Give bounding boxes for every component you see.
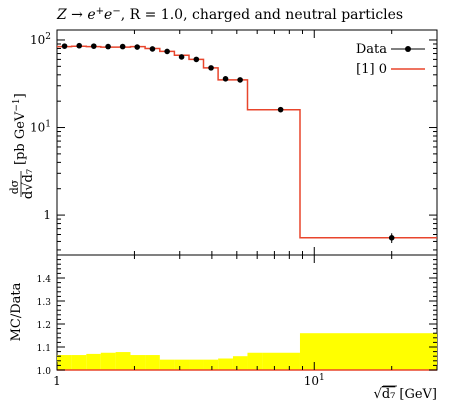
data-point [164, 48, 170, 55]
ratio-band-bin [159, 359, 175, 370]
ratio-band-bin [71, 355, 87, 370]
ratio-band-bin [189, 359, 204, 370]
data-point [193, 56, 200, 63]
legend-data-marker [405, 46, 411, 52]
data-point [222, 76, 229, 82]
main-y-label: dσ d√d₇ [pb GeV−1] [8, 93, 36, 199]
svg-text:d√d₇: d√d₇ [21, 169, 36, 199]
x-tick-label: 1 [53, 374, 61, 388]
ratio-plot-marks [57, 333, 437, 371]
ratio-band-bin [115, 352, 131, 370]
svg-text:[pb GeV−1]: [pb GeV−1] [12, 93, 28, 165]
data-point [149, 46, 156, 52]
ratio-plot-ticks: 1 101 1.0 1.1 1.2 1.3 1.4 [37, 254, 438, 388]
data-point [105, 43, 111, 50]
legend-mc-label: [1] 0 [356, 62, 387, 77]
data-point [134, 44, 141, 50]
data-point [388, 235, 395, 241]
ratio-band-bin [247, 352, 263, 370]
legend-data-label: Data [356, 42, 387, 57]
data-point [61, 43, 68, 49]
ratio-band-bin [86, 353, 101, 370]
ratio-band-bin [145, 355, 160, 370]
y-tick-label: 102 [30, 32, 51, 47]
x-tick-label: 101 [304, 373, 325, 388]
ratio-y-tick-label: 1.4 [37, 275, 52, 285]
main-plot-ticks: 1 101 102 [30, 30, 438, 255]
x-axis-label: √d₇ [GeV] [374, 387, 437, 402]
main-plot-marks [57, 42, 437, 243]
ratio-y-tick-label: 1.0 [37, 367, 52, 377]
legend: Data [1] 0 [356, 42, 425, 77]
data-point [178, 54, 185, 60]
data-point [208, 65, 214, 71]
svg-text:dσ: dσ [8, 179, 21, 194]
ratio-band-bin [218, 358, 233, 370]
ratio-band-bin [262, 352, 300, 370]
data-point [277, 106, 284, 113]
ratio-y-tick-label: 1.1 [37, 344, 51, 354]
ratio-band-bin [100, 352, 116, 370]
y-tick-label: 101 [30, 120, 51, 135]
ratio-band-bin [299, 333, 437, 370]
ratio-band-bin [232, 356, 248, 370]
ratio-band-bin [174, 359, 190, 370]
ratio-band-bin [203, 359, 219, 370]
data-point [90, 43, 97, 49]
ratio-y-tick-label: 1.2 [37, 321, 51, 331]
ratio-band-bin [130, 355, 146, 370]
data-point [119, 43, 126, 50]
ratio-y-label: MC/Data [9, 282, 24, 341]
data-point [76, 42, 83, 49]
ratio-band-bin [57, 355, 72, 370]
data-point [237, 77, 243, 83]
chart-title: Z → e+e−, R = 1.0, charged and neutral p… [56, 6, 403, 23]
y-tick-label: 1 [43, 208, 51, 222]
ratio-y-tick-label: 1.3 [37, 298, 52, 308]
